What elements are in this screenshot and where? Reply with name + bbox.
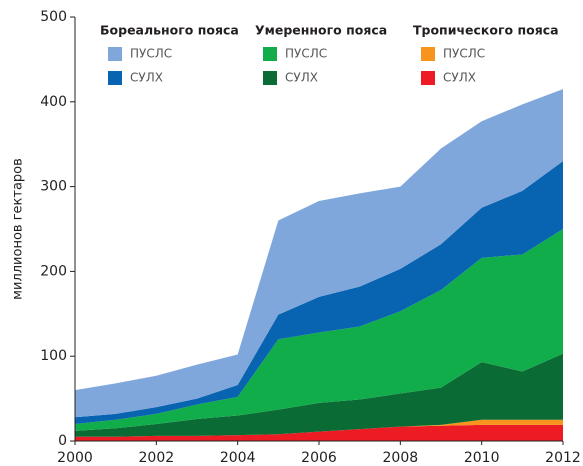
x-tick-label: 2012 [545,450,581,466]
area [75,229,563,431]
legend-label: СУЛХ [130,71,163,85]
x-tick-label: 2000 [57,450,93,466]
y-tick-label: 500 [40,9,67,25]
legend-swatch [421,47,435,61]
legend-label: ПУСЛС [285,47,327,61]
legend-swatch [263,47,277,61]
x-tick-label: 2008 [383,450,419,466]
legend-swatch [108,71,122,85]
legend-label: ПУСЛС [130,47,172,61]
area [75,89,563,418]
x-tick-label: 2004 [220,450,256,466]
legend-swatch [108,47,122,61]
legend-group-title: Бореального пояса [100,23,239,38]
y-tick-label: 100 [40,348,67,364]
legend-group-title: Умеренного пояса [255,23,387,38]
x-tick-label: 2010 [464,450,500,466]
legend-label: ПУСЛС [443,47,485,61]
legend-swatch [263,71,277,85]
legend-group-title: Тропического пояса [413,23,559,38]
area [75,353,563,437]
y-tick-label: 300 [40,179,67,195]
legend-label: СУЛХ [285,71,318,85]
legend-swatch [421,71,435,85]
area [75,424,563,441]
y-tick-label: 200 [40,263,67,279]
y-tick-label: 400 [40,94,67,110]
x-tick-label: 2006 [301,450,337,466]
x-tick-label: 2002 [139,450,175,466]
y-axis-label: миллионов гектаров [11,158,26,300]
y-tick-label: 0 [58,433,67,449]
legend-label: СУЛХ [443,71,476,85]
area [75,419,563,437]
